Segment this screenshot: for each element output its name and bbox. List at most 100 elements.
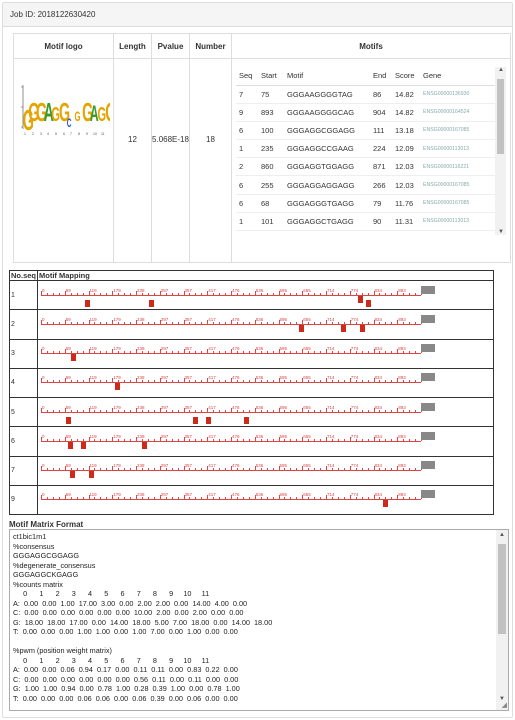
ruler-tick-label: 0 — [42, 404, 45, 410]
motif-hit-marker[interactable] — [341, 324, 347, 332]
ruler-tick — [337, 409, 339, 412]
sites-cell-score: 11.31 — [392, 229, 420, 235]
motif-hit-marker[interactable] — [206, 416, 212, 424]
motif-hit-marker[interactable] — [141, 441, 147, 449]
motif-hit-marker[interactable] — [88, 471, 94, 479]
ruler-tick — [207, 378, 209, 383]
ruler-tick — [302, 436, 304, 441]
ruler-tick — [397, 378, 399, 383]
scroll-up-arrow-icon[interactable]: ▲ — [499, 532, 505, 538]
ruler-tick — [260, 380, 262, 383]
ruler-tick-label: 893 — [398, 287, 406, 293]
motif-hit-marker[interactable] — [360, 324, 366, 332]
scroll-down-arrow-icon[interactable]: ▼ — [499, 696, 505, 702]
motif-hit-marker[interactable] — [299, 324, 305, 332]
motif-hit-marker[interactable] — [69, 471, 75, 479]
ruler-tick — [308, 438, 310, 441]
ruler-tick — [94, 438, 96, 441]
ruler-tick — [52, 292, 54, 295]
ruler-tick-label: 297 — [160, 463, 169, 469]
ruler-tick — [82, 380, 84, 383]
table-row: 1 101 GGGAGGCTGAGG 90 11.31 ENSG00000113013 — [236, 211, 506, 231]
sites-cell-end: 111 — [370, 120, 392, 140]
motif-hit-marker[interactable] — [149, 299, 155, 307]
scroll-thumb[interactable] — [498, 544, 506, 634]
ruler-tick — [195, 321, 197, 324]
ruler-tick — [207, 466, 209, 471]
ruler-tick — [141, 409, 143, 412]
svg-text:10: 10 — [93, 132, 97, 136]
mapping-seq-number: 3 — [9, 338, 38, 369]
ruler-tick — [373, 495, 375, 500]
ruler-tick — [331, 497, 333, 500]
motif-hit-marker[interactable] — [365, 299, 371, 307]
ruler-tick — [46, 292, 48, 295]
motif-hit-marker[interactable] — [67, 441, 73, 449]
motif-mapping-table: No.seq Motif Mapping 1 0 59 119 179 238 297 357… — [9, 270, 494, 516]
ruler-tick — [207, 436, 209, 441]
ruler-tick-label: 893 — [398, 316, 406, 322]
motif-sites-scrollbar[interactable]: ▲ ▼ — [495, 67, 506, 235]
mapping-track: 0 59 119 179 238 297 357 417 476 536 595 655 714 774 8… — [39, 399, 493, 426]
scroll-thumb[interactable] — [497, 79, 504, 154]
ruler-tick — [231, 466, 232, 471]
ruler-tick — [415, 351, 417, 354]
ruler-tick — [367, 351, 369, 354]
ruler-tick — [147, 497, 149, 500]
motif-hit-marker[interactable] — [193, 416, 198, 424]
svg-text:G: G — [82, 99, 93, 128]
motif-hit-marker[interactable] — [358, 295, 364, 303]
ruler-tick — [343, 351, 345, 354]
ruler-tick — [70, 497, 72, 500]
scroll-up-arrow-icon[interactable]: ▲ — [498, 67, 504, 73]
motif-hit-marker[interactable] — [71, 354, 77, 362]
motif-hit-marker[interactable] — [383, 500, 388, 508]
ruler-tick — [349, 495, 351, 500]
ruler-tick — [195, 292, 197, 295]
ruler-tick — [397, 407, 399, 412]
sites-cell-end: 705 — [370, 229, 392, 235]
motif-hit-marker[interactable] — [80, 441, 86, 449]
ruler-tick — [278, 407, 280, 412]
ruler-tick — [130, 321, 132, 324]
ruler-tick — [254, 290, 256, 295]
motif-summary-table: Motif logo Length Pvalue Number Motifs G… — [13, 33, 511, 263]
ruler-tick — [76, 351, 78, 354]
ruler-tick-label: 536 — [255, 433, 264, 439]
ruler-tick-label: 774 — [350, 287, 359, 293]
ruler-tick — [272, 351, 274, 354]
ruler-tick — [308, 292, 310, 295]
ruler-tick — [70, 468, 72, 471]
ruler-tick — [266, 380, 268, 383]
ruler-tick — [302, 290, 304, 295]
ruler-tick — [272, 292, 274, 295]
ruler-tick — [320, 468, 322, 471]
motif-hit-marker[interactable] — [65, 416, 71, 424]
ruler-tick — [165, 497, 167, 500]
ruler-tick — [106, 497, 108, 500]
matrix-scrollbar[interactable]: ▲ ▼ — [496, 530, 508, 710]
motif-hit-marker[interactable] — [115, 383, 121, 391]
motif-sites-scrollbox[interactable]: Seq Start Motif End Score Gene 7 75 GGGAAGGGGTA… — [236, 67, 506, 235]
ruler-tick — [112, 495, 114, 500]
ruler-tick-label: 536 — [255, 492, 264, 498]
ruler-tick — [409, 468, 411, 471]
ruler-tick-label: 297 — [160, 287, 169, 293]
resize-handle-icon[interactable]: ◢ — [501, 702, 507, 709]
motif-hit-marker[interactable] — [244, 416, 250, 424]
ruler-tick — [314, 409, 316, 412]
ruler-tick-label: 893 — [398, 375, 406, 381]
matrix-textarea[interactable]: ct1bic1m1 %consensus GGGAGGCGGAGG %degen… — [9, 529, 509, 711]
ruler-tick — [177, 351, 179, 354]
ruler-tick-label: 417 — [208, 346, 216, 352]
ruler-tick — [248, 468, 250, 471]
header-pvalue: Pvalue — [151, 33, 190, 59]
ruler-tick — [112, 466, 114, 471]
motif-hit-marker[interactable] — [84, 299, 90, 307]
scroll-down-arrow-icon[interactable]: ▼ — [498, 229, 504, 235]
ruler-tick — [213, 468, 215, 471]
ruler-tick — [236, 468, 238, 471]
mapping-track: 0 59 119 179 238 297 357 417 476 536 595 655 714 774 8… — [39, 457, 493, 484]
ruler-tick — [302, 407, 304, 412]
ruler-tick-label: 357 — [184, 433, 193, 439]
